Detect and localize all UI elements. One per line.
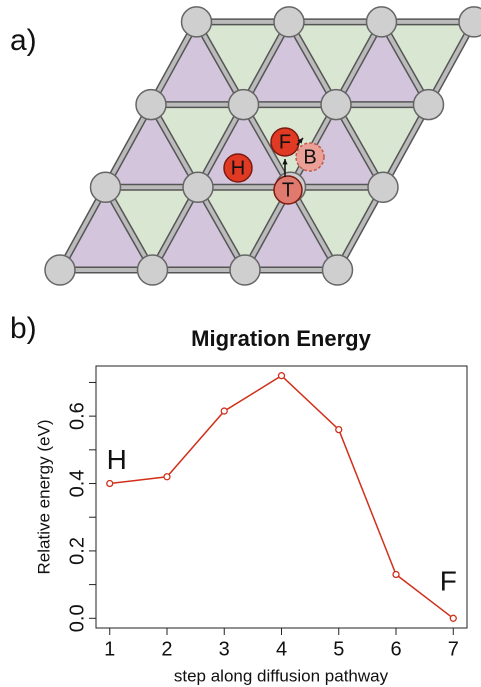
- x-tick-label: 3: [219, 638, 230, 660]
- data-point: [393, 571, 399, 577]
- lattice-atom: [323, 255, 353, 285]
- lattice-atom: [230, 255, 260, 285]
- y-axis-label: Relative energy (eV): [34, 420, 53, 575]
- x-tick-label: 6: [390, 638, 401, 660]
- x-tick-label: 4: [276, 638, 287, 660]
- lattice-atom: [274, 7, 304, 37]
- site-label: B: [303, 146, 316, 168]
- lattice-atom: [138, 255, 168, 285]
- y-tick-label: 0.0: [66, 604, 88, 632]
- panel-label: a): [10, 24, 37, 57]
- x-tick-label: 2: [161, 638, 172, 660]
- data-point: [450, 615, 456, 621]
- plot-frame: [96, 366, 467, 628]
- lattice-atom: [229, 90, 259, 120]
- data-point: [279, 373, 285, 379]
- data-line: [110, 376, 454, 619]
- site-label: F: [279, 131, 291, 153]
- lattice-atom: [182, 7, 212, 37]
- lattice-atom: [459, 7, 481, 37]
- x-tick-label: 1: [104, 638, 115, 660]
- data-point: [336, 427, 342, 433]
- lattice: H FBT: [45, 7, 481, 285]
- panel-label: b): [10, 312, 37, 345]
- figure: HFBT a) b) Migration Energy step along d…: [0, 0, 481, 687]
- x-tick-label: 5: [333, 638, 344, 660]
- lattice-atom: [321, 90, 351, 120]
- annotation: H: [107, 444, 127, 475]
- site-label: T: [282, 179, 294, 201]
- y-tick-label: 0.6: [66, 402, 88, 430]
- data-point: [164, 474, 170, 480]
- lattice-atom: [45, 255, 75, 285]
- x-tick-label: 7: [448, 638, 459, 660]
- lattice-atom: [414, 90, 444, 120]
- lattice-atom: [183, 172, 213, 202]
- chart-title: Migration Energy: [191, 326, 371, 351]
- site-label: H: [231, 157, 245, 179]
- y-tick-label: 0.4: [66, 470, 88, 498]
- x-axis-label: step along diffusion pathway: [174, 666, 389, 685]
- annotation: F: [440, 566, 457, 597]
- lattice-atom: [367, 7, 397, 37]
- lattice-atom: [136, 90, 166, 120]
- lattice-atom: [368, 172, 398, 202]
- data-point: [221, 408, 227, 414]
- lattice-atom: [91, 172, 121, 202]
- data-point: [107, 481, 113, 487]
- y-tick-label: 0.2: [66, 537, 88, 565]
